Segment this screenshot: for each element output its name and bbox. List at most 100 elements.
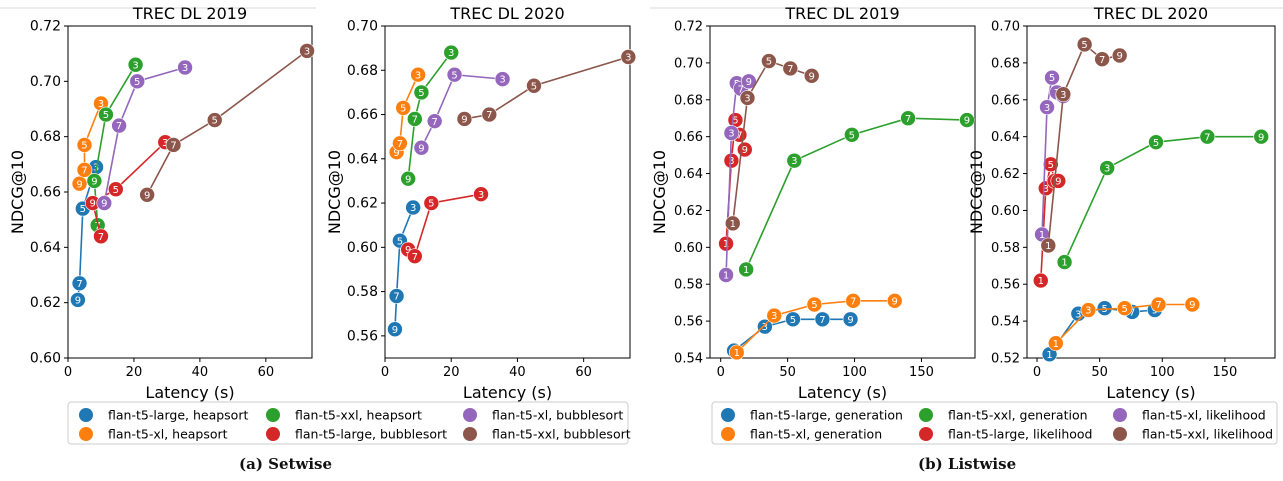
legend-marker [79,408,93,422]
data-point [724,215,741,232]
series-line [103,66,186,204]
legend-marker [721,408,735,422]
data-point-label: 1 [734,348,740,359]
y-tick-label: 0.56 [674,315,703,330]
legend-marker [266,427,280,441]
data-point [400,170,416,187]
data-point-label: 9 [90,199,96,210]
data-point [806,296,823,313]
data-point [86,173,103,189]
data-point [803,68,820,84]
x-tick-label: 20 [443,365,460,380]
data-point [1076,36,1093,53]
data-point [1094,51,1110,68]
data-point [406,248,423,264]
data-point [111,117,127,134]
data-point-label: 3 [728,129,734,140]
x-tick-label: 100 [842,365,867,380]
legend-marker [266,408,280,422]
data-point-label: 7 [76,279,82,290]
data-point [761,53,777,69]
data-point-label: 5 [1122,304,1128,315]
data-point-label: 9 [405,174,411,185]
caption-listwise: (b) Listwise [918,455,1017,473]
legend-entry: flan-t5-large, generation [750,408,903,423]
y-tick-label: 0.70 [30,74,61,90]
data-point-label: 3 [1104,164,1110,175]
legend-entry: flan-t5-xl, likelihood [1142,408,1266,423]
data-point-label: 3 [1085,306,1091,317]
data-point-label: 3 [762,322,768,333]
data-point-label: 9 [964,116,970,127]
data-point [108,181,124,198]
data-point-label: 5 [1153,138,1159,149]
legend-box [67,401,629,445]
data-point-label: 1 [1039,230,1045,241]
data-point-label: 9 [76,179,82,190]
chart-panel-1: TREC DL 2019 0 20 40 60 0.60 0.62 0.64 0.66 0.68 0… [8,4,315,402]
data-point [76,162,93,178]
data-point-label: 7 [1204,132,1210,143]
data-point [423,195,440,211]
data-point [738,261,754,278]
chart-panel-4: TREC DL 2020 0 50 100 150 0.52 0.54 0.56 0.58 0.6… [967,4,1276,402]
y-tick-label: 0.70 [991,20,1020,35]
caption-setwise: (a) Setwise [239,455,333,473]
y-tick-label: 0.70 [347,19,378,35]
x-tick-label: 150 [1212,365,1237,380]
data-point-label: 1 [1061,258,1067,269]
data-point-label: 7 [738,84,744,95]
data-point [845,293,862,309]
data-point [1042,156,1059,173]
data-point-label: 5 [400,103,406,114]
data-point-label: 3 [791,156,797,167]
data-point [406,111,423,127]
data-point-label: 9 [746,77,752,88]
series-line [407,52,452,179]
data-point-label: 5 [790,315,796,326]
data-point-label: 9 [91,177,97,188]
y-tick-label: 0.72 [674,20,703,35]
legend-marker [1113,427,1127,441]
y-tick-label: 0.56 [347,328,378,344]
data-point [959,112,975,128]
data-point [814,311,831,328]
data-point-label: 1 [723,271,729,282]
data-point [70,292,86,308]
legend-entry: flan-t5-xxl, generation [948,408,1088,423]
data-point-label: 7 [1155,300,1161,311]
legend-marker [919,427,933,441]
y-axis-label: NDCG@10 [967,150,986,234]
series-line [1063,135,1262,263]
data-point-label: 3 [1043,184,1049,195]
y-tick-label: 0.60 [347,240,378,256]
x-tick-label: 0 [381,365,389,380]
plot-frame [67,25,313,359]
chart-panel-2: TREC DL 2020 0 20 40 60 0.56 0.58 0.60 0.62 0.64 0… [325,4,637,402]
y-tick-label: 0.68 [991,56,1020,71]
data-point [206,112,223,128]
legend-entry: flan-t5-xxl, heapsort [295,408,422,423]
data-point [1184,296,1201,313]
y-tick-label: 0.64 [347,151,378,167]
data-point-label: 3 [499,75,505,86]
y-tick-label: 0.52 [991,352,1020,367]
y-axis-label: NDCG@10 [650,150,669,234]
data-point [739,90,756,106]
y-tick-label: 0.60 [674,241,703,256]
y-axis-label: NDCG@10 [8,150,27,234]
y-tick-label: 0.56 [991,278,1020,293]
data-point [392,135,408,152]
data-point-label: 9 [892,296,898,307]
data-point [395,100,412,116]
data-point [1032,272,1049,289]
data-point [1150,296,1167,313]
data-point [844,127,860,143]
series-line [77,166,97,300]
